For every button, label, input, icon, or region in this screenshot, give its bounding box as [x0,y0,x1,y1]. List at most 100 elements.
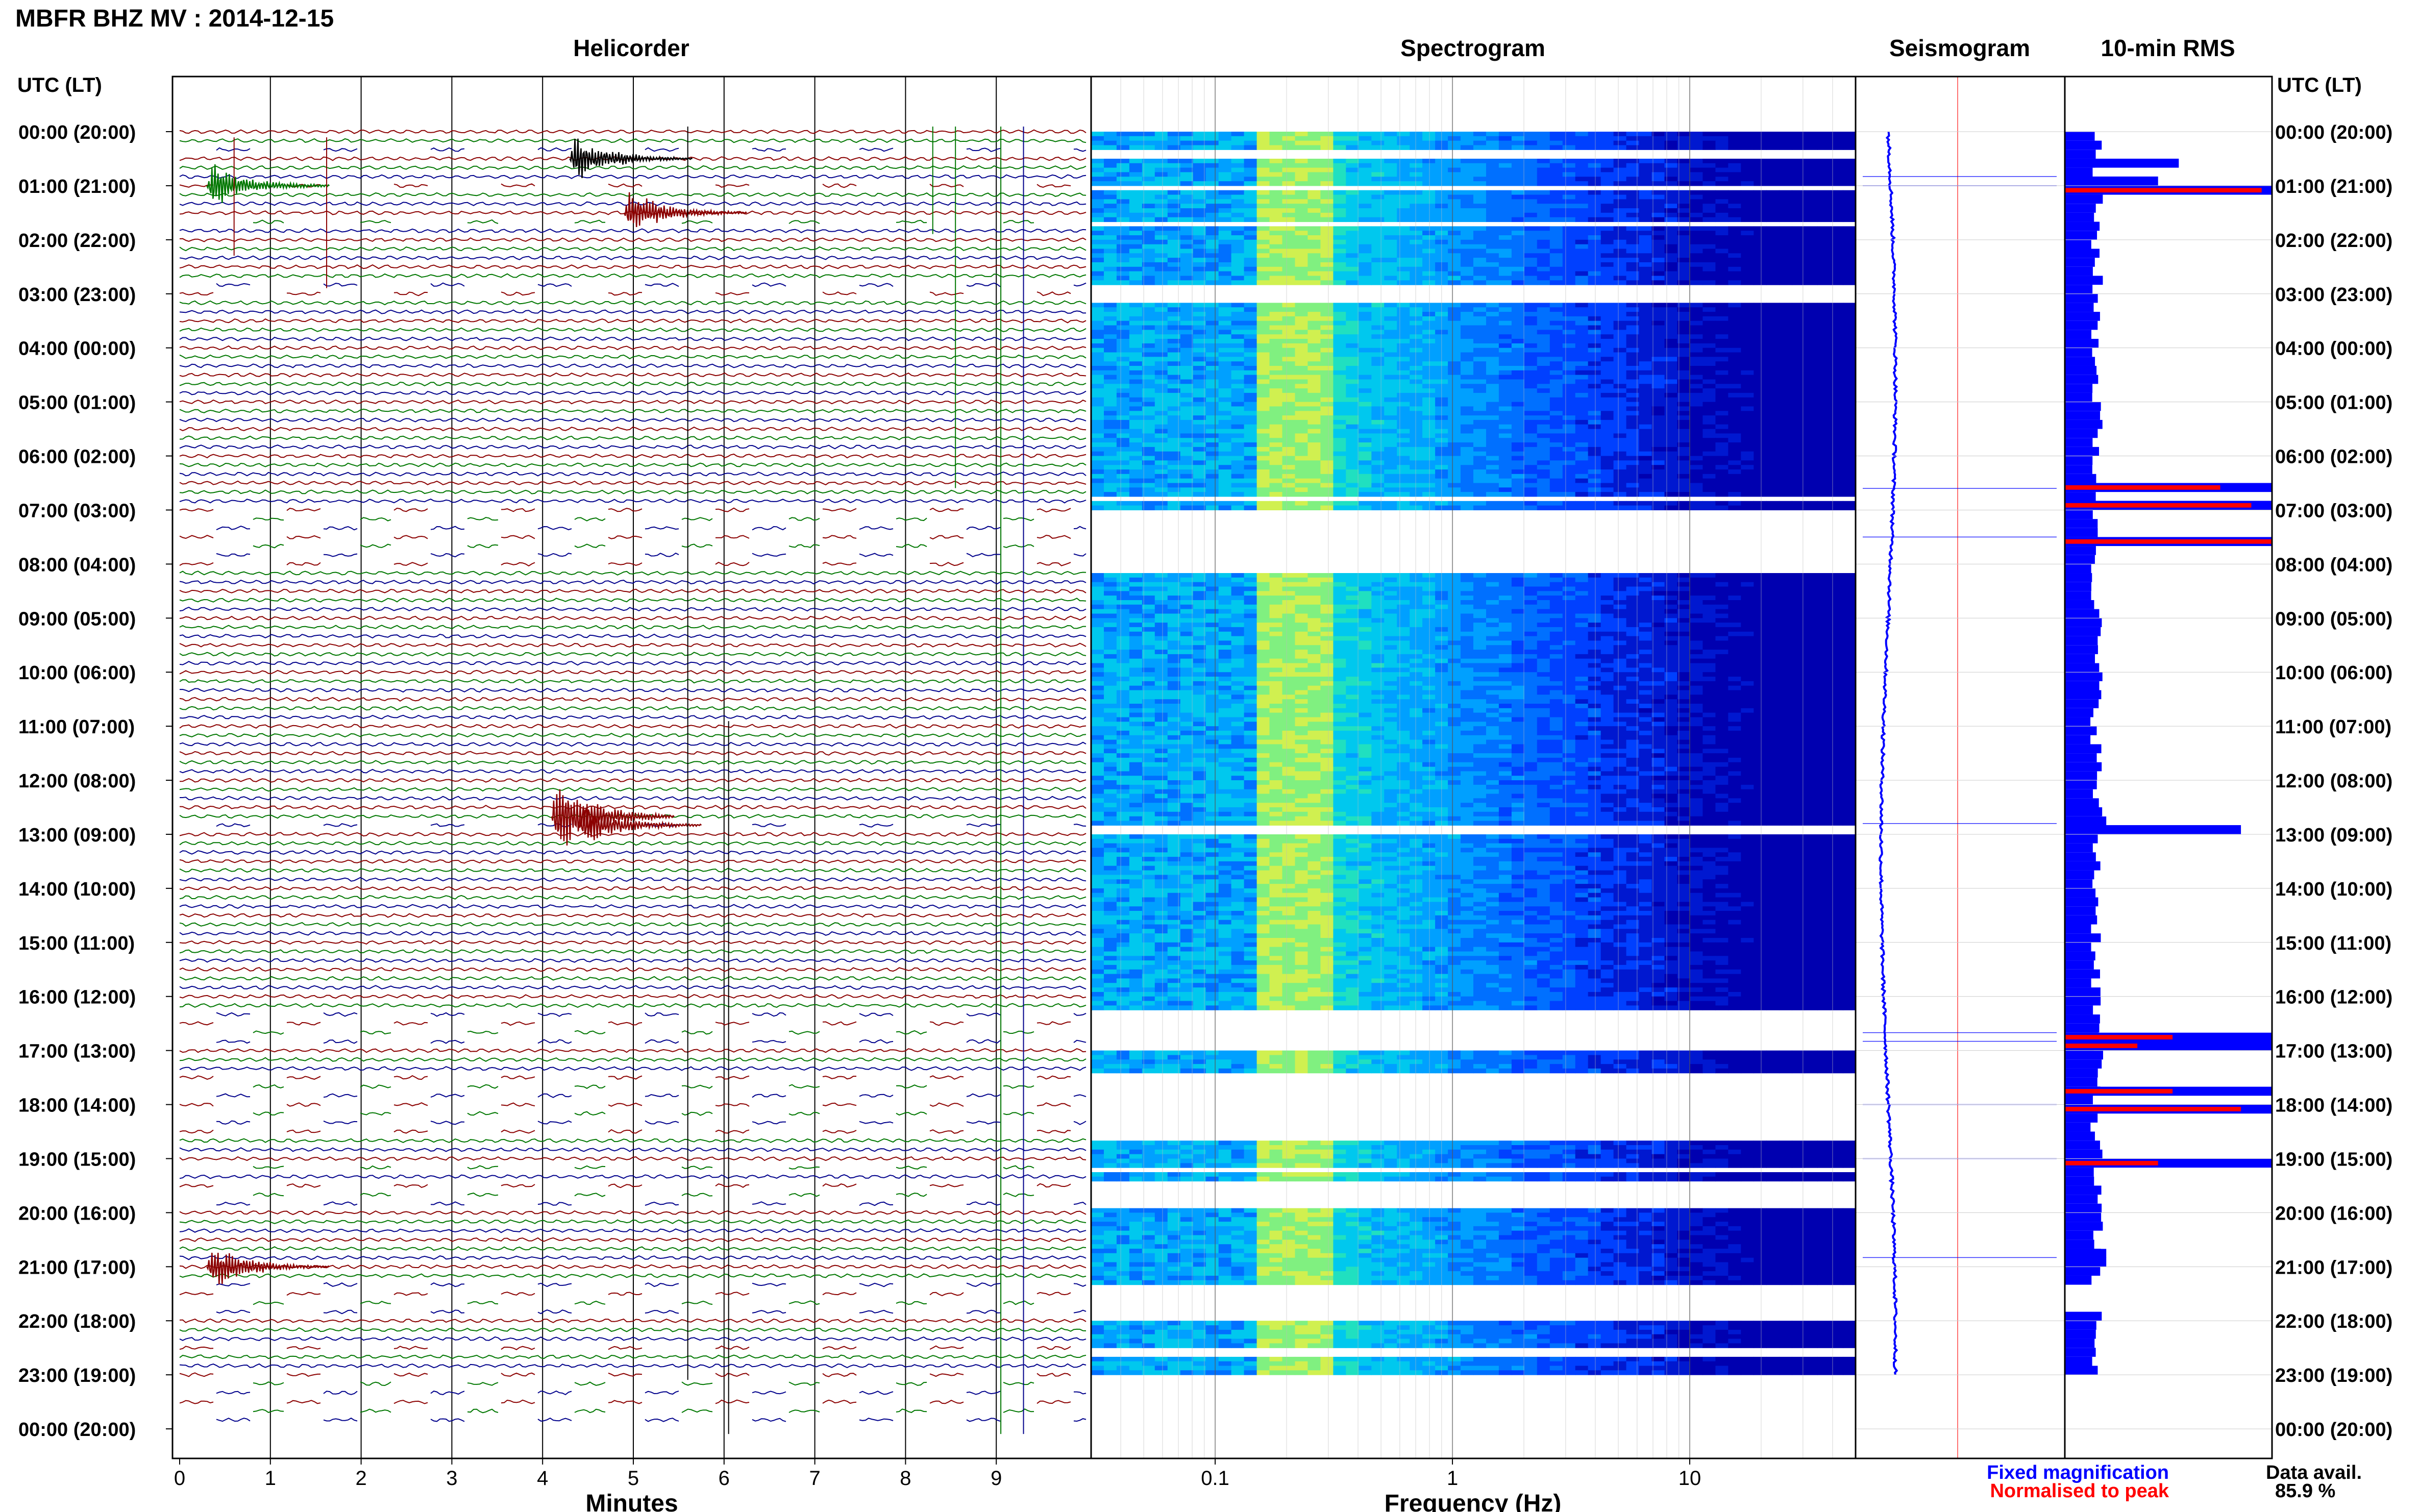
spectrogram-cell [1461,577,1474,583]
spectrogram-cell [1116,258,1130,263]
spectrogram-cell [1154,208,1168,213]
spectrogram-cell [1486,348,1499,353]
spectrogram-cell [1575,307,1589,312]
spectrogram-cell [1537,208,1550,213]
spectrogram-cell [1626,132,1640,137]
spectrogram-cell [1843,478,1856,484]
spectrogram-cell [1715,415,1729,420]
spectrogram-cell [1104,339,1117,344]
spectrogram-cell [1256,163,1270,168]
spectrogram-cell [1511,478,1525,484]
spectrogram-cell [1320,194,1334,200]
spectrogram-cell [1613,474,1627,479]
spectrogram-cell [1129,316,1143,321]
spectrogram-cell [1779,460,1792,465]
spectrogram-cell [1524,330,1538,335]
spectrogram-cell [1486,586,1499,591]
spectrogram-cell [1690,492,1703,497]
spectrogram-cell [1741,181,1754,186]
spectrogram-cell [1231,433,1245,438]
spectrogram-cell [1626,177,1640,182]
spectrogram-cell [1702,388,1716,393]
spectrogram-cell [1307,339,1321,344]
spectrogram-cell [1218,348,1232,353]
spectrogram-cell [1448,226,1461,231]
spectrogram-cell [1843,591,1856,596]
spectrogram-cell [1256,181,1270,186]
helicorder-trace [179,1183,1071,1188]
spectrogram-cell [1180,204,1194,209]
spectrogram-cell [1473,429,1487,434]
spectrogram-cell [1154,303,1168,308]
spectrogram-cell [1142,330,1155,335]
spectrogram-cell [1728,487,1741,492]
spectrogram-cell [1244,402,1257,407]
spectrogram-cell [1129,501,1143,506]
spectrogram-cell [1116,145,1130,150]
spectrogram-cell [1524,505,1538,510]
spectrogram-cell [1116,226,1130,231]
spectrogram-cell [1269,388,1283,393]
spectrogram-cell [1129,190,1143,195]
spectrogram-cell [1498,397,1512,403]
spectrogram-cell [1180,357,1194,362]
spectrogram-cell [1104,226,1117,231]
spectrogram-cell [1537,392,1550,398]
spectrogram-cell [1779,438,1792,443]
spectrogram-cell [1371,460,1385,465]
spectrogram-cell [1690,577,1703,583]
spectrogram-cell [1575,172,1589,177]
spectrogram-cell [1779,280,1792,285]
spectrogram-cell [1193,379,1206,384]
spectrogram-cell [1549,226,1563,231]
spectrogram-cell [1792,388,1805,393]
spectrogram-cell [1575,433,1589,438]
spectrogram-cell [1193,208,1206,213]
spectrogram-cell [1346,478,1359,484]
spectrogram-cell [1817,190,1831,195]
spectrogram-cell [1677,145,1691,150]
spectrogram-cell [1549,334,1563,339]
spectrogram-cell [1498,419,1512,425]
spectrogram-cell [1346,451,1359,457]
spectrogram-cell [1269,419,1283,425]
spectrogram-cell [1600,312,1614,317]
spectrogram-cell [1244,505,1257,510]
spectrogram-cell [1422,402,1436,407]
spectrogram-cell [1754,397,1767,403]
spectrogram-cell [1600,226,1614,231]
spectrogram-cell [1830,199,1843,204]
spectrogram-cell [1664,402,1678,407]
spectrogram-cell [1359,199,1372,204]
spectrogram-cell [1295,204,1309,209]
spectrogram-cell [1524,226,1538,231]
spectrogram-cell [1307,280,1321,285]
helicorder-trace [179,480,1087,486]
spectrogram-cell [1741,379,1754,384]
spectrogram-cell [1677,212,1691,218]
spectrogram-cell [1448,438,1461,443]
spectrogram-cell [1384,433,1397,438]
spectrogram-cell [1104,145,1117,150]
spectrogram-cell [1537,451,1550,457]
spectrogram-cell [1384,447,1397,452]
spectrogram-cell [1702,402,1716,407]
spectrogram-cell [1588,487,1601,492]
spectrogram-cell [1524,231,1538,236]
spectrogram-cell [1422,411,1436,416]
spectrogram-cell [1461,280,1474,285]
spectrogram-cell [1779,235,1792,240]
spectrogram-cell [1639,177,1652,182]
spectrogram-cell [1116,465,1130,470]
spectrogram-cell [1511,447,1525,452]
spectrogram-cell [1677,442,1691,448]
spectrogram-cell [1333,208,1346,213]
spectrogram-cell [1549,266,1563,272]
spectrogram-cell [1307,271,1321,276]
spectrogram-cell [1549,415,1563,420]
spectrogram-cell [1537,271,1550,276]
spectrogram-cell [1422,577,1436,583]
spectrogram-cell [1715,469,1729,475]
spectrogram-cell [1116,505,1130,510]
spectrogram-cell [1371,411,1385,416]
